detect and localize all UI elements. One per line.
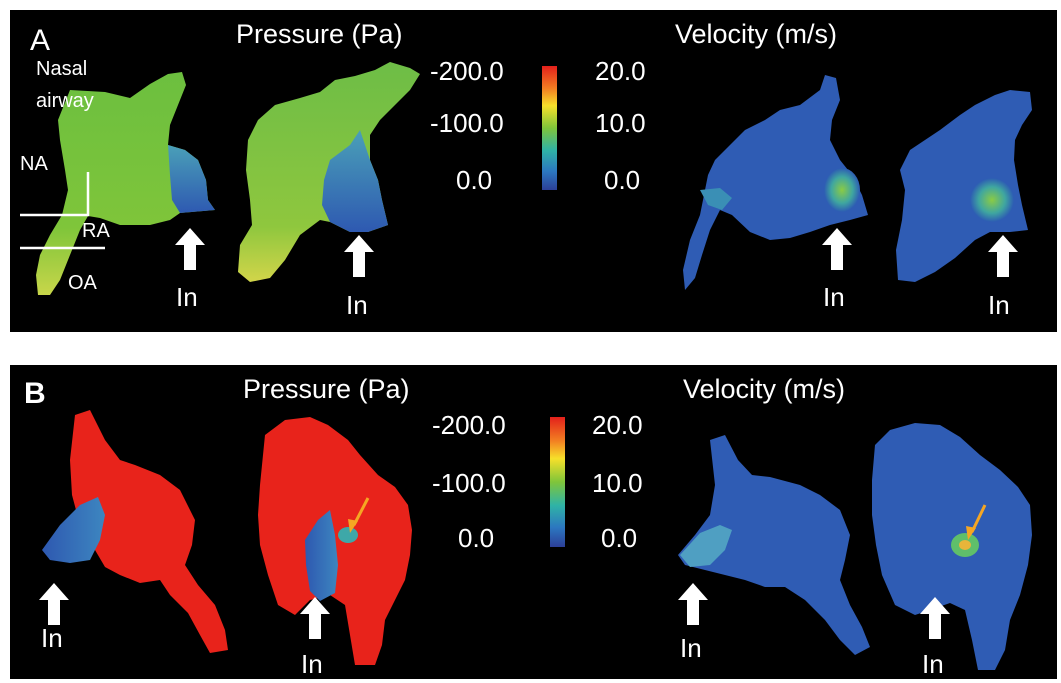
inlet-arrow-icon (39, 583, 69, 625)
velocity-model-b1 (678, 435, 870, 655)
velocity-tick: 10.0 (592, 468, 643, 498)
inlet-label: In (176, 282, 198, 312)
inlet-label: In (301, 649, 323, 679)
region-label-airway: airway (36, 90, 94, 112)
region-label-ra: RA (82, 220, 110, 242)
velocity-model-2 (896, 90, 1032, 282)
velocity-heading: Velocity (m/s) (683, 374, 846, 404)
velocity-tick: 10.0 (595, 108, 646, 138)
pressure-heading: Pressure (Pa) (243, 374, 410, 404)
inlet-label: In (988, 290, 1010, 320)
velocity-model-1 (683, 75, 868, 290)
inlet-label: In (922, 649, 944, 679)
pressure-tick: -100.0 (432, 468, 506, 498)
region-label-oa: OA (68, 272, 97, 294)
velocity-tick: 20.0 (592, 410, 643, 440)
panel-b-airway-models (42, 410, 1032, 670)
panel-letter: B (24, 377, 46, 410)
colorbar-a (542, 66, 557, 190)
pressure-tick: -100.0 (430, 108, 504, 138)
inlet-label: In (823, 282, 845, 312)
pressure-model-2 (238, 62, 420, 282)
panel-a-airway-models (20, 62, 1032, 295)
inlet-arrow-icon (344, 235, 374, 277)
velocity-heading: Velocity (m/s) (675, 19, 838, 49)
inlet-arrow-icon (678, 583, 708, 625)
inlet-arrow-icon (300, 597, 330, 639)
inlet-arrow-icon (988, 235, 1018, 277)
pressure-tick: -200.0 (432, 410, 506, 440)
velocity-tick: 0.0 (604, 165, 641, 195)
pressure-tick: 0.0 (456, 165, 493, 195)
inlet-arrow-icon (822, 228, 852, 270)
inlet-arrow-icon (920, 597, 950, 639)
orange-arrow-icon (966, 504, 987, 540)
panel-letter: A (30, 24, 51, 57)
pressure-model-b1 (42, 410, 228, 653)
pressure-heading: Pressure (Pa) (236, 19, 403, 49)
velocity-tick: 0.0 (601, 523, 638, 553)
pressure-tick: -200.0 (430, 56, 504, 86)
pressure-model-1 (36, 72, 215, 295)
region-label-nasal: Nasal (36, 58, 88, 80)
pressure-model-b2 (258, 417, 412, 665)
inlet-label: In (680, 633, 702, 663)
region-label-na: NA (20, 153, 48, 175)
velocity-tick: 20.0 (595, 56, 646, 86)
pressure-tick: 0.0 (458, 523, 495, 553)
region-dividers (20, 172, 105, 250)
panel-a: A Pressure (Pa) Velocity (m/s) Nasal air… (10, 10, 1057, 332)
colorbar-b (550, 417, 565, 547)
panel-b: B Pressure (Pa) Velocity (m/s) -200.0 -1… (10, 365, 1057, 679)
orange-arrow-icon (348, 497, 370, 533)
inlet-label: In (41, 623, 63, 653)
velocity-model-b2 (872, 423, 1032, 670)
inlet-arrow-icon (175, 228, 205, 270)
inlet-label: In (346, 290, 368, 320)
